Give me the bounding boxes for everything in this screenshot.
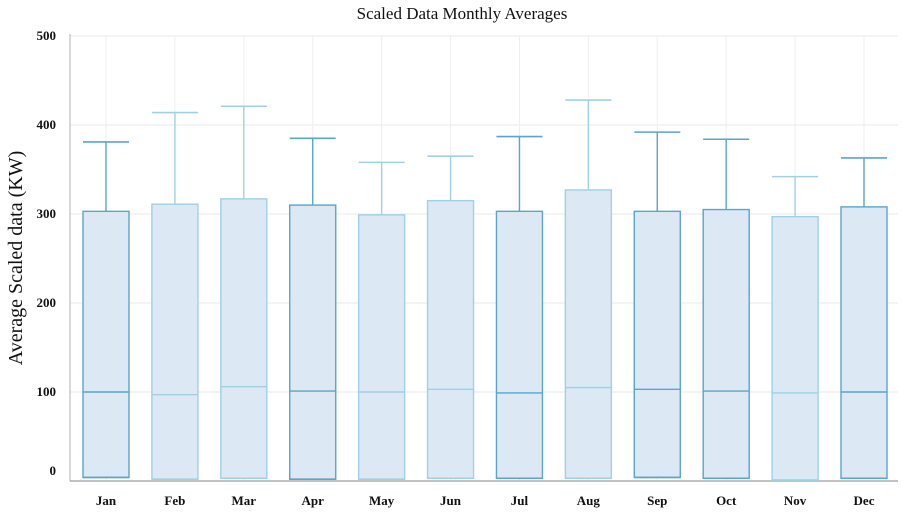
box-body [426, 199, 475, 480]
x-tick-label: Sep [647, 493, 667, 508]
box-body [357, 214, 406, 480]
x-tick-label: Dec [854, 493, 875, 508]
x-tick-label: Oct [716, 493, 737, 508]
box-sep [633, 131, 681, 479]
box-dec [840, 157, 888, 480]
y-tick-label: 200 [37, 295, 57, 310]
box-apr [289, 137, 337, 481]
y-tick-label: 400 [37, 117, 57, 132]
box-jan [82, 141, 130, 479]
x-tick-label: Aug [577, 493, 601, 508]
y-tick-label: 500 [37, 28, 57, 43]
y-tick-label: 300 [37, 206, 57, 221]
box-body [840, 206, 888, 480]
y-tick-label: 0 [50, 463, 57, 478]
x-tick-label: May [369, 493, 395, 508]
box-may [357, 161, 406, 481]
box-nov [771, 175, 819, 481]
box-body [289, 204, 337, 480]
y-tick-label: 100 [37, 384, 57, 399]
x-tick-label: Feb [164, 493, 185, 508]
chart-title: Scaled Data Monthly Averages [357, 4, 568, 23]
box-body [220, 198, 268, 480]
x-tick-labels: Jan Feb Mar Apr May Jun Jul Aug Sep Oct Nov Dec [96, 493, 875, 508]
y-tick-labels: 0 100 200 300 400 500 [37, 28, 57, 478]
box-jul [495, 135, 544, 480]
box-body [151, 203, 199, 480]
box-body [495, 210, 544, 480]
box-body [633, 210, 681, 479]
box-body [82, 210, 130, 479]
boxes-layer [82, 99, 888, 481]
x-tick-label: Jan [96, 493, 117, 508]
axis-layer [69, 34, 898, 482]
box-body [771, 215, 819, 481]
x-tick-label: Jun [440, 493, 462, 508]
x-tick-label: Mar [232, 493, 257, 508]
box-body [702, 208, 750, 480]
box-jun [426, 155, 475, 480]
box-body [564, 189, 613, 480]
x-tick-label: Nov [784, 493, 807, 508]
x-tick-label: Jul [511, 493, 529, 508]
y-axis-label: Average Scaled data (KW) [5, 151, 27, 366]
box-mar [220, 105, 268, 480]
box-aug [564, 99, 613, 480]
box-oct [702, 138, 750, 480]
box-feb [151, 111, 199, 481]
x-tick-label: Apr [302, 493, 325, 508]
